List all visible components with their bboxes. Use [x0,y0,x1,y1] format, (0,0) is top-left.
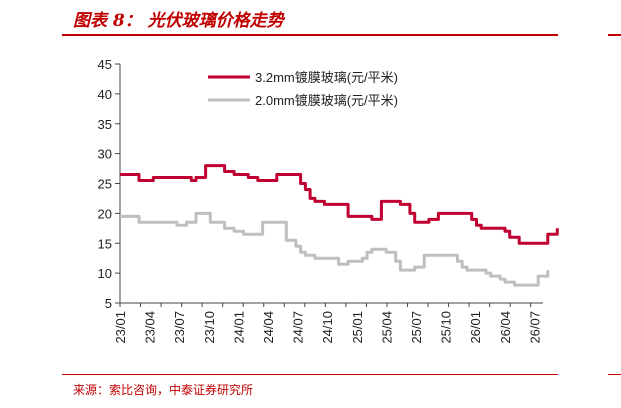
chart-axes: 5 10 15 20 25 30 35 40 45 23/01 23/04 23/07 23/10 24/… [98,57,543,344]
x-tick-label: 25/10 [439,311,454,344]
y-tick-label: 40 [98,87,112,102]
y-tick-label: 35 [98,117,112,132]
figure-title: 图表 8： 光伏玻璃价格走势 [73,11,284,31]
x-tick-label: 26/04 [498,311,513,344]
source-note: 来源：索比咨询，中泰证券研究所 [73,383,254,397]
x-tick-label: 24/04 [261,311,276,344]
legend-label: 3.2mm镀膜玻璃(元/平米) [255,70,398,85]
x-tick-label: 24/07 [291,311,306,344]
x-tick-label: 24/01 [231,311,246,344]
x-tick-label: 25/04 [379,311,394,344]
y-tick-label: 15 [98,236,112,251]
x-tick-label: 26/07 [527,311,542,344]
y-tick-label: 5 [105,296,112,311]
chart-series [120,164,559,287]
x-tick-label: 23/07 [172,311,187,344]
title-rule [62,34,558,36]
title-rule-right [608,34,621,36]
y-tick-label: 30 [98,147,112,162]
x-tick-label: 23/10 [202,311,217,344]
legend-label: 2.0mm镀膜玻璃(元/平米) [255,93,398,108]
source-rule-right [608,374,621,375]
y-tick-label: 25 [98,177,112,192]
series-line-2-0mm [120,211,550,287]
y-tick-label: 10 [98,266,112,281]
x-tick-label: 23/01 [113,311,128,344]
x-tick-label: 26/01 [468,311,483,344]
x-tick-label: 23/04 [143,311,158,344]
chart-legend: 3.2mm镀膜玻璃(元/平米) 2.0mm镀膜玻璃(元/平米) [208,70,398,108]
x-tick-label: 25/01 [350,311,365,344]
series-line-3-2mm [120,164,559,245]
x-tick-label: 24/10 [320,311,335,344]
y-tick-label: 20 [98,206,112,221]
source-rule [62,374,558,375]
y-tick-label: 45 [98,57,112,72]
x-tick-label: 25/07 [409,311,424,344]
